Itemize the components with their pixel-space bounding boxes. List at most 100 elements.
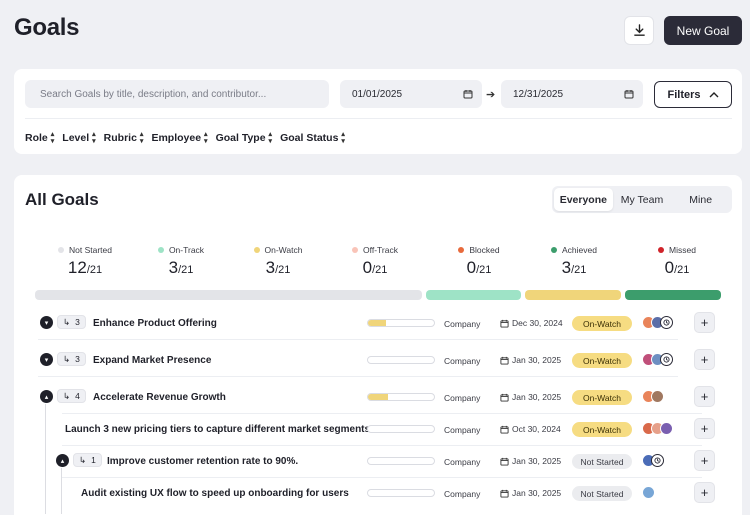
stat-count: 0 bbox=[362, 258, 373, 277]
status-dot bbox=[58, 247, 64, 253]
avatar[interactable] bbox=[651, 390, 664, 403]
goal-owner: Company bbox=[444, 393, 481, 403]
contributors bbox=[642, 316, 673, 329]
goal-row[interactable]: Launch 3 new pricing tiers to capture di… bbox=[25, 413, 732, 445]
goal-title[interactable]: Accelerate Revenue Growth bbox=[93, 392, 226, 403]
stat-value: 3/21 bbox=[131, 258, 231, 278]
stat-total: /21 bbox=[275, 264, 291, 276]
progress-not-started bbox=[35, 290, 422, 300]
filter-rubric-label: Rubric bbox=[103, 132, 137, 144]
start-date-value: 01/01/2025 bbox=[352, 88, 403, 100]
chevron-up-icon[interactable]: ▴ bbox=[56, 454, 69, 467]
status-badge: On-Watch bbox=[572, 390, 632, 405]
stat-value: 3/21 bbox=[524, 258, 624, 278]
contributors bbox=[642, 390, 664, 403]
goal-title[interactable]: Enhance Product Offering bbox=[93, 318, 217, 329]
clock-icon bbox=[660, 353, 673, 366]
page-title: Goals bbox=[14, 14, 80, 41]
chevron-up-icon[interactable]: ▴ bbox=[40, 390, 53, 403]
filters-button[interactable]: Filters bbox=[654, 81, 732, 108]
row-divider bbox=[62, 413, 702, 414]
goal-row[interactable]: ▾ ↳ 3 Expand Market Presence Company Jan 30, … bbox=[25, 344, 732, 376]
stat-count: 3 bbox=[561, 258, 572, 277]
end-date-field[interactable]: 12/31/2025 bbox=[501, 80, 643, 108]
chevron-down-icon[interactable]: ▾ bbox=[40, 353, 53, 366]
stat-total: /21 bbox=[674, 264, 690, 276]
progress-achieved bbox=[625, 290, 721, 300]
subgoal-icon: ↳ bbox=[63, 390, 71, 401]
filter-goal-type[interactable]: Goal Type ▴ ▾ bbox=[216, 131, 273, 145]
tab-my-team[interactable]: My Team bbox=[620, 193, 664, 206]
goal-row[interactable]: Audit existing UX flow to speed up onboa… bbox=[25, 477, 732, 509]
subgoal-count: 3 bbox=[75, 317, 80, 327]
add-subgoal-button[interactable]: + bbox=[694, 386, 715, 407]
new-goal-button[interactable]: New Goal bbox=[664, 16, 742, 45]
stat-missed: Missed 0/21 bbox=[627, 244, 727, 278]
divider bbox=[25, 118, 732, 119]
sort-icon: ▴ ▾ bbox=[204, 131, 208, 145]
goal-row[interactable]: ▴ ↳ 1 Improve customer retention rate to 90… bbox=[25, 445, 732, 477]
sort-icon: ▴ ▾ bbox=[50, 131, 55, 145]
goal-owner: Company bbox=[444, 457, 481, 467]
subgoal-count-badge: ↳ 1 bbox=[73, 453, 102, 467]
tab-mine[interactable]: Mine bbox=[689, 193, 713, 206]
filter-goal-status-label: Goal Status bbox=[280, 132, 339, 144]
goal-due: Jan 30, 2025 bbox=[500, 355, 561, 365]
filter-rubric[interactable]: Rubric ▴ ▾ bbox=[104, 131, 144, 145]
filter-level-label: Level bbox=[62, 132, 90, 144]
stat-value: 12/21 bbox=[35, 258, 135, 278]
subgoal-count: 4 bbox=[75, 391, 80, 401]
goal-title[interactable]: Improve customer retention rate to 90%. bbox=[107, 456, 299, 467]
goal-row[interactable]: ▴ ↳ 4 Accelerate Revenue Growth Company Jan 3… bbox=[25, 381, 732, 413]
goal-due: Jan 30, 2025 bbox=[500, 488, 561, 498]
search-input[interactable]: Search Goals by title, description, and … bbox=[25, 80, 329, 108]
stat-label-text: Achieved bbox=[562, 245, 597, 255]
goal-progress-bar bbox=[367, 319, 435, 327]
add-subgoal-button[interactable]: + bbox=[694, 482, 715, 503]
stat-on-track: On-Track 3/21 bbox=[131, 244, 231, 278]
stat-label: On-Track bbox=[131, 244, 231, 256]
filter-employee[interactable]: Employee ▴ ▾ bbox=[151, 131, 207, 145]
goal-title[interactable]: Expand Market Presence bbox=[93, 355, 212, 366]
goal-due-date: Jan 30, 2025 bbox=[512, 488, 562, 498]
sort-icon: ▴ ▾ bbox=[139, 131, 144, 145]
stat-label-text: On-Track bbox=[168, 245, 205, 255]
stat-label: Achieved bbox=[524, 244, 624, 256]
filter-role[interactable]: Role ▴ ▾ bbox=[25, 131, 54, 145]
stat-count: 3 bbox=[168, 258, 179, 277]
stat-total: /21 bbox=[571, 264, 587, 276]
stat-label-text: Off-Track bbox=[363, 245, 398, 255]
stat-count: 0 bbox=[466, 258, 477, 277]
goal-due-date: Jan 30, 2025 bbox=[512, 456, 562, 466]
chevron-down-icon[interactable]: ▾ bbox=[40, 316, 53, 329]
avatar[interactable] bbox=[642, 486, 655, 499]
avatar[interactable] bbox=[660, 422, 673, 435]
goal-due-date: Oct 30, 2024 bbox=[512, 424, 561, 434]
add-subgoal-button[interactable]: + bbox=[694, 418, 715, 439]
stat-count: 3 bbox=[265, 258, 276, 277]
goal-due-date: Jan 30, 2025 bbox=[512, 392, 562, 402]
arrow-right-icon: ➔ bbox=[486, 89, 496, 101]
download-button[interactable] bbox=[624, 16, 654, 45]
calendar-icon bbox=[463, 90, 473, 99]
goal-title[interactable]: Audit existing UX flow to speed up onboa… bbox=[81, 488, 349, 499]
filter-goal-status[interactable]: Goal Status ▴ ▾ bbox=[280, 131, 345, 145]
goal-title[interactable]: Launch 3 new pricing tiers to capture di… bbox=[65, 424, 373, 435]
goal-row[interactable]: ▾ ↳ 3 Enhance Product Offering Company Dec 30… bbox=[25, 307, 732, 339]
row-divider bbox=[38, 376, 678, 377]
add-subgoal-button[interactable]: + bbox=[694, 312, 715, 333]
filter-level[interactable]: Level ▴ ▾ bbox=[62, 131, 95, 145]
tab-everyone[interactable]: Everyone bbox=[554, 188, 613, 211]
add-subgoal-button[interactable]: + bbox=[694, 349, 715, 370]
tree-connector bbox=[61, 468, 62, 514]
goal-due-date: Dec 30, 2024 bbox=[512, 318, 563, 328]
stat-label-text: On-Watch bbox=[264, 245, 303, 255]
start-date-field[interactable]: 01/01/2025 bbox=[340, 80, 482, 108]
subgoal-count: 3 bbox=[75, 354, 80, 364]
add-subgoal-button[interactable]: + bbox=[694, 450, 715, 471]
clock-icon bbox=[660, 316, 673, 329]
goal-due: Oct 30, 2024 bbox=[500, 424, 561, 434]
stat-count: 0 bbox=[664, 258, 675, 277]
stat-label: Blocked bbox=[429, 244, 529, 256]
subgoal-icon: ↳ bbox=[79, 454, 87, 465]
